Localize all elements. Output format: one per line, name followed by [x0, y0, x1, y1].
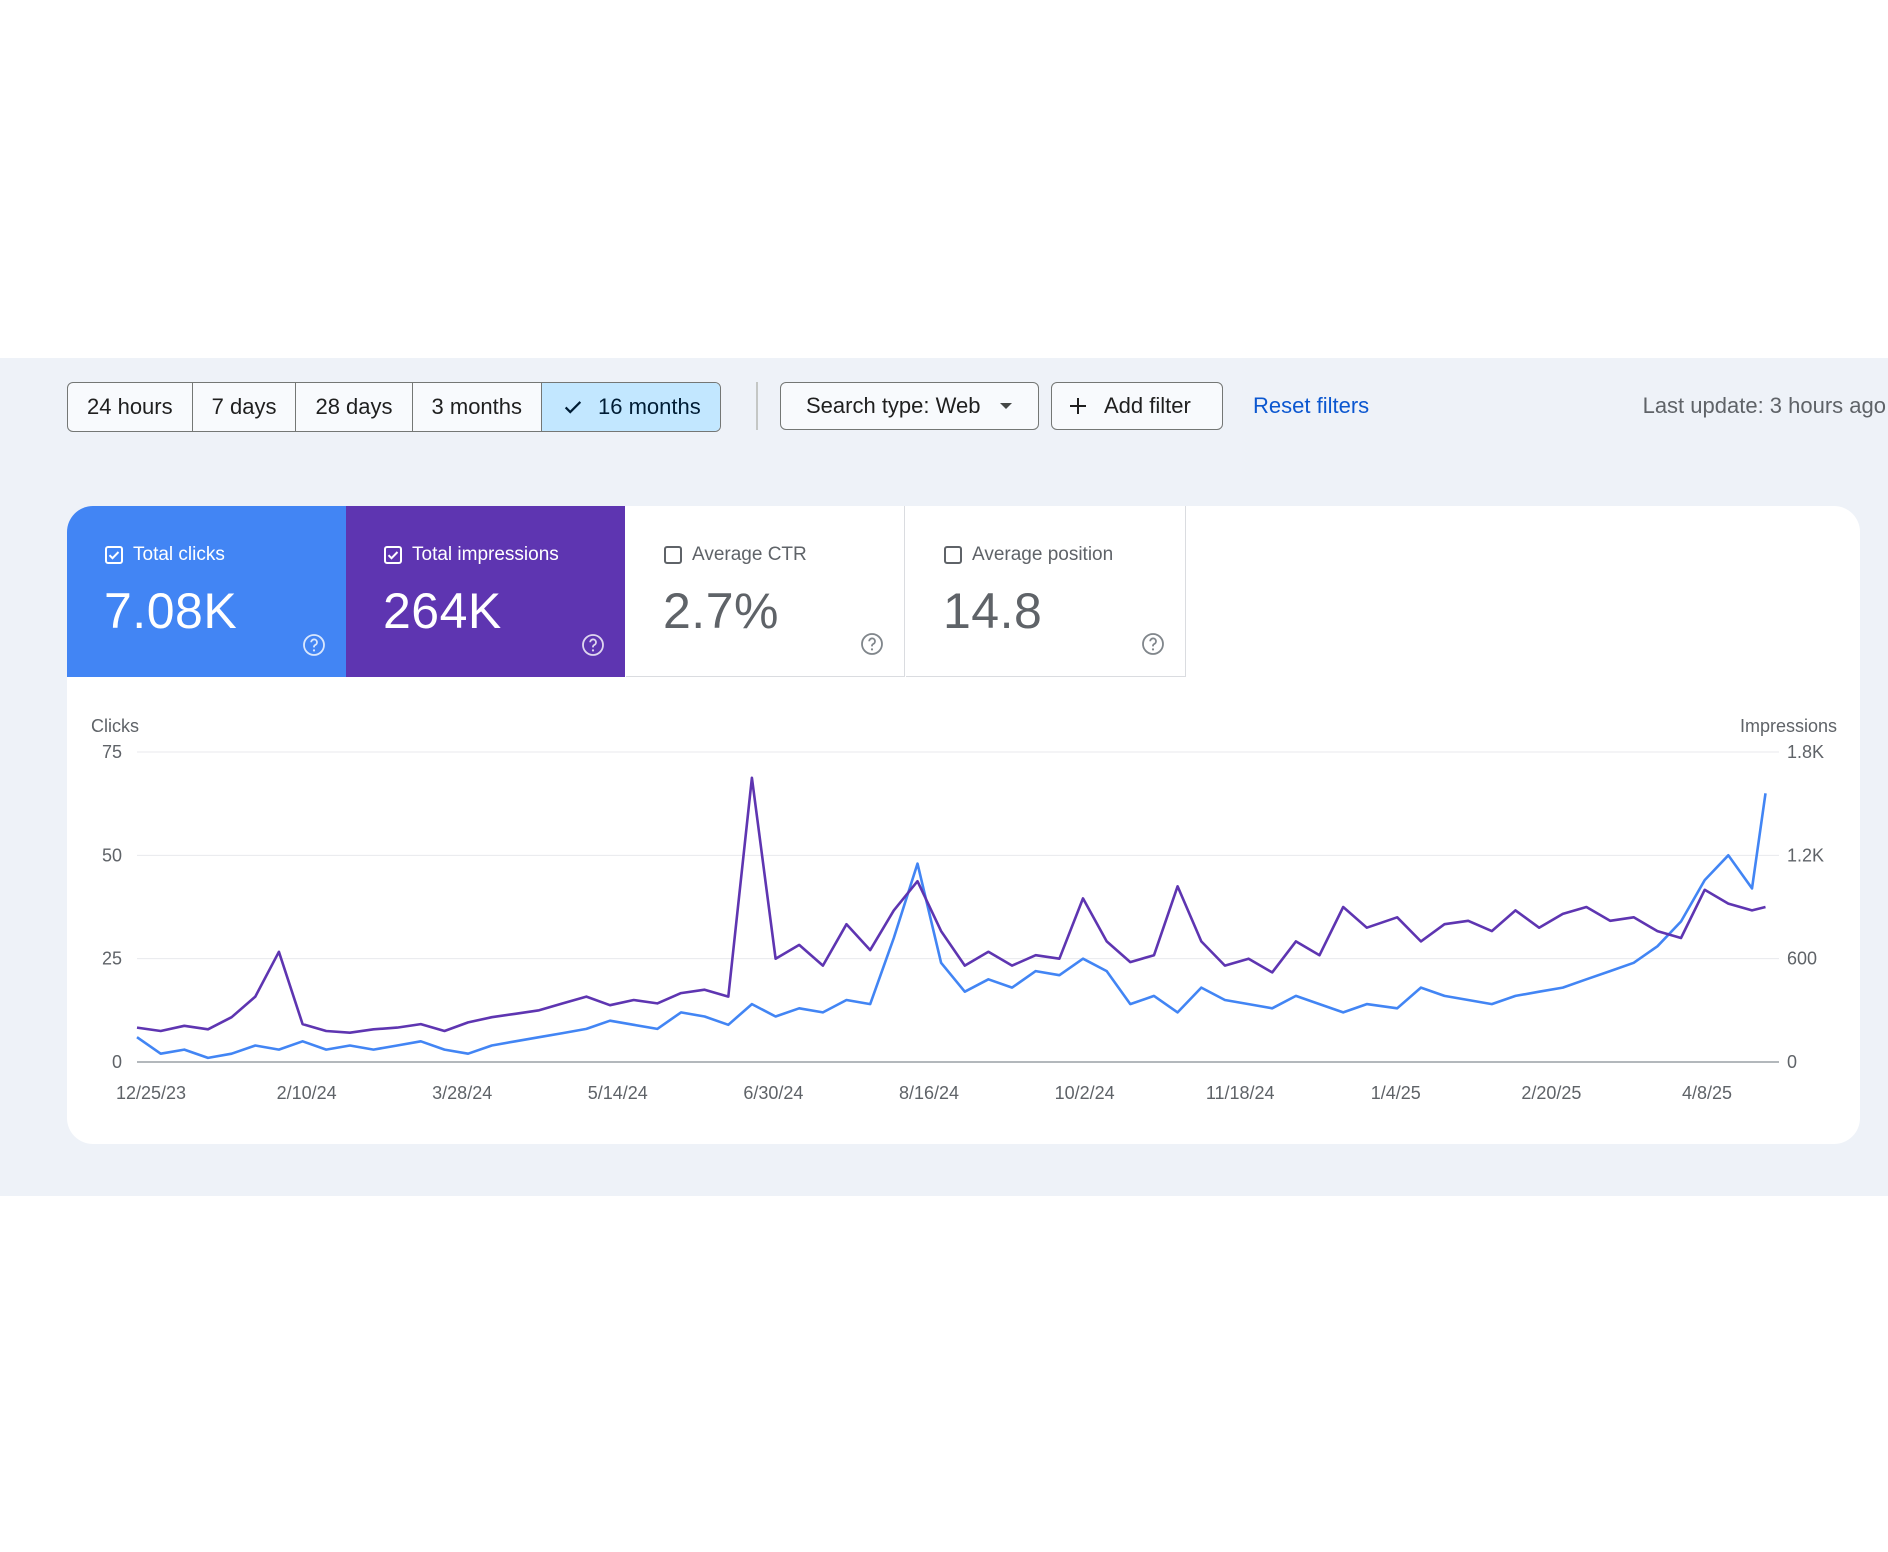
metric-label-row: Average position — [944, 544, 1113, 566]
x-tick-label: 2/20/25 — [1521, 1083, 1581, 1103]
range-label: 24 hours — [87, 394, 173, 419]
range-7-days[interactable]: 7 days — [193, 383, 297, 431]
checkbox-unchecked-icon[interactable] — [664, 546, 682, 564]
range-3-months[interactable]: 3 months — [413, 383, 543, 431]
y-tick-label-right: 600 — [1787, 949, 1817, 969]
metric-value: 2.7% — [663, 583, 779, 639]
x-tick-label: 4/8/25 — [1682, 1083, 1732, 1103]
x-tick-label: 6/30/24 — [743, 1083, 803, 1103]
range-label: 28 days — [315, 394, 393, 419]
help-icon[interactable] — [302, 633, 326, 657]
y-axis-label-left: Clicks — [91, 716, 139, 736]
metric-average-ctr[interactable]: Average CTR 2.7% — [626, 506, 905, 677]
y-axis-label-right: Impressions — [1740, 716, 1837, 736]
x-tick-label: 5/14/24 — [588, 1083, 648, 1103]
help-icon[interactable] — [581, 633, 605, 657]
reset-filters-link[interactable]: Reset filters — [1253, 393, 1370, 418]
metric-value: 14.8 — [943, 583, 1043, 639]
range-label: 7 days — [211, 394, 277, 419]
help-icon[interactable] — [1141, 632, 1165, 656]
metric-label: Average CTR — [692, 544, 807, 565]
range-16-months[interactable]: 16 months — [542, 383, 720, 431]
search-type-dropdown[interactable]: Search type: Web — [780, 382, 1039, 430]
y-tick-label-left: 25 — [102, 949, 122, 969]
metric-total-clicks[interactable]: Total clicks 7.08K — [67, 506, 346, 677]
checkbox-checked-icon[interactable] — [105, 546, 123, 564]
y-tick-label-right: 0 — [1787, 1052, 1797, 1072]
metric-value: 7.08K — [104, 583, 238, 639]
x-tick-label: 11/18/24 — [1206, 1083, 1275, 1103]
date-range-selector: 24 hours 7 days 28 days 3 months 16 mont… — [67, 382, 721, 432]
search-type-label: Search type: Web — [806, 393, 981, 418]
dropdown-arrow-icon — [1000, 403, 1013, 409]
help-icon[interactable] — [860, 632, 884, 656]
y-tick-label-left: 0 — [112, 1052, 122, 1072]
metric-label-row: Average CTR — [664, 544, 807, 566]
metric-label: Total clicks — [133, 544, 225, 565]
metric-average-position[interactable]: Average position 14.8 — [906, 506, 1186, 677]
y-tick-label-right: 1.2K — [1787, 845, 1824, 865]
metric-total-impressions[interactable]: Total impressions 264K — [346, 506, 625, 677]
checkbox-checked-icon[interactable] — [384, 546, 402, 564]
add-filter-label: Add filter — [1104, 393, 1191, 418]
range-label: 3 months — [431, 394, 523, 419]
checkmark-icon — [564, 401, 582, 414]
metric-label: Average position — [972, 544, 1114, 565]
metric-value: 264K — [383, 583, 502, 639]
checkbox-unchecked-icon[interactable] — [944, 546, 962, 564]
range-24-hours[interactable]: 24 hours — [68, 383, 193, 431]
plus-icon — [1070, 398, 1086, 414]
metric-label-row: Total impressions — [384, 544, 559, 566]
toolbar-divider — [756, 382, 758, 430]
x-tick-label: 2/10/24 — [277, 1083, 337, 1103]
y-tick-label-left: 50 — [102, 845, 122, 865]
x-tick-label: 12/25/23 — [116, 1083, 186, 1103]
series-line-clicks — [136, 793, 1767, 1060]
x-tick-label: 3/28/24 — [432, 1083, 492, 1103]
metric-label-row: Total clicks — [105, 544, 225, 566]
performance-card: Total clicks 7.08K Total impressions 264… — [67, 506, 1860, 1144]
add-filter-button[interactable]: Add filter — [1051, 382, 1223, 430]
last-update-text: Last update: 3 hours ago — [1642, 393, 1886, 418]
x-tick-label: 8/16/24 — [899, 1083, 959, 1103]
range-28-days[interactable]: 28 days — [296, 383, 413, 431]
x-tick-label: 1/4/25 — [1371, 1083, 1421, 1103]
y-tick-label-left: 75 — [102, 742, 122, 762]
metric-label: Total impressions — [412, 544, 559, 565]
range-label: 16 months — [598, 394, 701, 419]
x-tick-label: 10/2/24 — [1055, 1083, 1115, 1103]
y-tick-label-right: 1.8K — [1787, 742, 1824, 762]
performance-chart: 0 0 25 600 50 1.2K 75 1.8K Clicks Impressions 12/2… — [91, 716, 1837, 1103]
series-line-impressions — [136, 776, 1766, 1034]
